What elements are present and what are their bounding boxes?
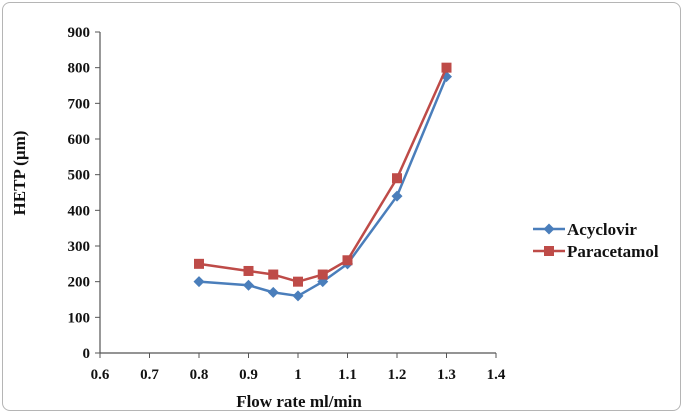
y-tick-label: 600 (68, 132, 91, 148)
legend-label-acyclovir: Acyclovir (567, 220, 637, 239)
y-tick-label: 800 (68, 61, 91, 77)
legend-item-acyclovir: Acyclovir (533, 220, 637, 239)
data-point-acyclovir (193, 276, 205, 288)
x-tick-label: 0.8 (190, 367, 209, 383)
chart-axes (95, 31, 497, 358)
data-point-paracetamol (317, 269, 328, 280)
legend-label-paracetamol: Paracetamol (567, 242, 659, 261)
y-axis-title: HETP (µm) (10, 131, 29, 216)
data-point-paracetamol (342, 255, 353, 266)
x-axis-title: Flow rate ml/min (236, 392, 362, 411)
x-tick-label: 1.2 (388, 367, 407, 383)
series-line-acyclovir (198, 76, 448, 298)
data-point-paracetamol (194, 258, 204, 269)
y-tick-label: 100 (68, 310, 91, 326)
data-point-paracetamol (243, 265, 254, 276)
data-point-acyclovir (292, 290, 304, 302)
y-tick-label: 300 (68, 239, 91, 255)
data-point-acyclovir (267, 286, 279, 298)
legend-item-paracetamol: Paracetamol (533, 242, 659, 261)
y-tick-label: 400 (68, 203, 91, 219)
data-point-paracetamol (268, 269, 279, 280)
y-tick-label: 0 (83, 346, 91, 362)
x-tick-labels: 0.6 0.7 0.8 0.9 1 1.1 1.2 1.3 1.4 (91, 367, 506, 383)
y-tick-label: 900 (68, 25, 91, 41)
x-tick-label: 0.6 (91, 367, 110, 383)
y-tick-label: 200 (68, 275, 91, 291)
y-tick-label: 500 (68, 168, 91, 184)
data-point-paracetamol (441, 62, 452, 73)
series-line-paracetamol (198, 67, 448, 283)
y-tick-label: 700 (68, 96, 91, 112)
x-tick-label: 1.3 (437, 367, 456, 383)
data-point-acyclovir (391, 190, 403, 202)
series-paracetamol (194, 62, 452, 287)
chart-frame: 0 100 200 300 400 500 600 700 800 900 0.6 0.7 0.8 0.… (2, 2, 681, 411)
series-layer (193, 62, 452, 302)
x-tick-label: 0.7 (140, 367, 159, 383)
x-tick-label: 1.4 (487, 367, 506, 383)
data-point-acyclovir (243, 279, 254, 291)
data-point-paracetamol (293, 276, 303, 287)
legend-marker-paracetamol (544, 246, 554, 256)
x-tick-label: 1 (294, 367, 302, 383)
y-tick-labels: 0 100 200 300 400 500 600 700 800 900 (68, 25, 91, 362)
x-tick-label: 0.9 (239, 367, 258, 383)
x-tick-label: 1.1 (338, 367, 357, 383)
legend: Acyclovir Paracetamol (533, 220, 659, 261)
data-point-paracetamol (392, 173, 402, 184)
legend-marker-acyclovir (543, 223, 555, 235)
series-acyclovir (193, 71, 452, 302)
